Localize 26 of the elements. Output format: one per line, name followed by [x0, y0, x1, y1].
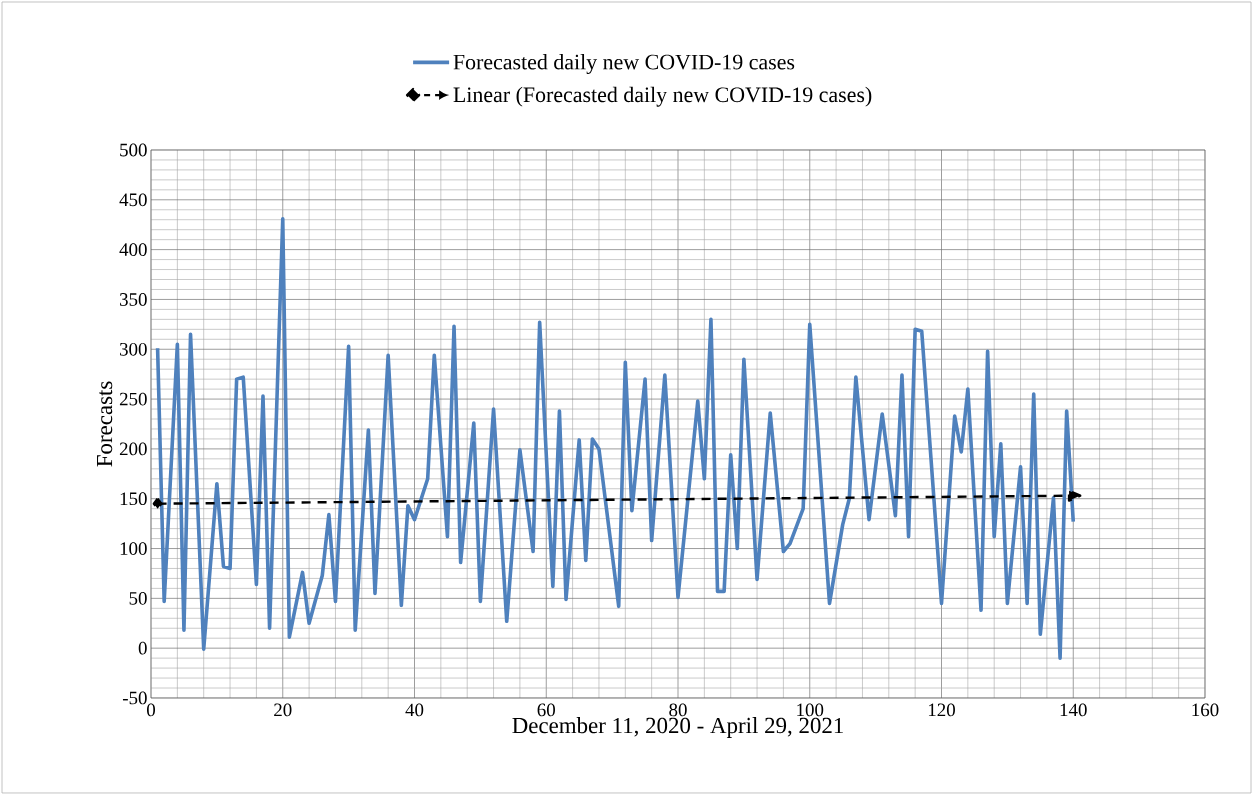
y-tick-label: 200 — [119, 442, 147, 456]
y-axis-title: Forecasts — [97, 381, 113, 467]
y-tick-label: 300 — [120, 342, 147, 356]
y-tick-label: 100 — [120, 542, 147, 555]
y-tick-label: 150 — [120, 492, 147, 506]
y-tick-label: -50 — [122, 691, 147, 705]
x-tick-label: 0 — [147, 703, 156, 717]
x-tick-label: 20 — [274, 703, 292, 717]
y-tick-label: 400 — [119, 243, 147, 257]
x-tick-label: 60 — [537, 703, 555, 717]
x-tick-label: 40 — [405, 703, 424, 717]
x-tick-label: 120 — [928, 703, 955, 717]
x-tick-label: 160 — [1192, 703, 1219, 717]
y-tick-label: 450 — [119, 193, 147, 207]
x-tick-label: 100 — [797, 703, 824, 717]
line-series — [155, 216, 1076, 660]
y-tick-label: 250 — [119, 392, 147, 406]
y-tick-label: 500 — [120, 143, 147, 157]
x-axis-title: December 11, 2020 - April 29, 2021 — [512, 717, 843, 738]
y-tick-label: 50 — [129, 591, 147, 605]
x-tick-label: 80 — [669, 703, 687, 717]
x-tick-label: 140 — [1060, 703, 1087, 717]
legend-label: Forecasted daily new COVID-19 cases — [453, 54, 795, 74]
y-tick-label: 0 — [138, 641, 147, 655]
y-tick-label: 350 — [120, 293, 147, 306]
legend-label: Linear (Forecasted daily new COVID-19 cases) — [453, 86, 872, 107]
